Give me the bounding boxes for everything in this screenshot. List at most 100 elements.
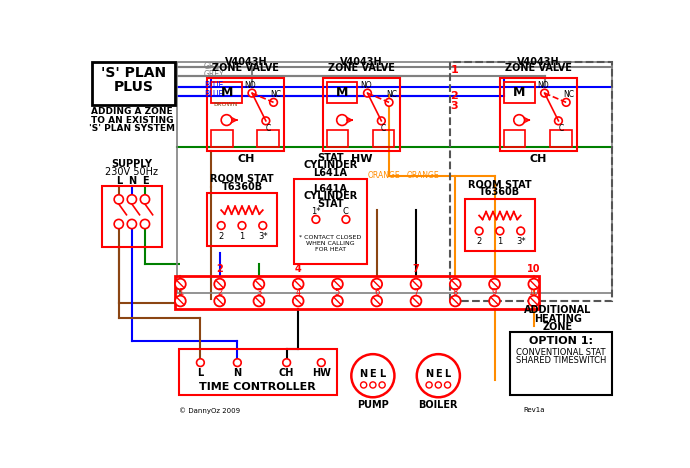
Text: L: L	[379, 369, 385, 379]
Circle shape	[175, 278, 186, 290]
Circle shape	[248, 89, 256, 97]
Text: E: E	[435, 369, 442, 379]
Text: HW: HW	[351, 154, 372, 164]
Text: 5: 5	[335, 288, 340, 297]
Text: L: L	[116, 176, 122, 186]
Text: T6360B: T6360B	[480, 188, 520, 197]
Text: N: N	[233, 368, 242, 379]
Bar	[373, 130, 395, 147]
Text: L: L	[444, 369, 451, 379]
Bar	[177, 62, 611, 293]
Circle shape	[253, 296, 264, 307]
Text: PLUS: PLUS	[113, 80, 153, 94]
Text: ORANGE: ORANGE	[406, 171, 440, 180]
Text: 4: 4	[295, 288, 301, 297]
Circle shape	[332, 278, 343, 290]
Bar	[326, 130, 348, 147]
Text: C: C	[381, 124, 386, 133]
Bar	[211, 130, 233, 147]
Bar	[500, 78, 577, 151]
Circle shape	[217, 222, 225, 229]
Circle shape	[337, 115, 348, 125]
Text: STAT: STAT	[317, 199, 344, 209]
Circle shape	[529, 278, 539, 290]
Text: 4: 4	[295, 264, 302, 274]
Circle shape	[233, 359, 242, 366]
Text: NO: NO	[245, 81, 256, 90]
Text: 10: 10	[529, 288, 539, 297]
Text: L641A: L641A	[313, 168, 348, 178]
Bar	[510, 332, 611, 395]
Text: CYLINDER: CYLINDER	[304, 161, 357, 170]
Text: TIME CONTROLLER: TIME CONTROLLER	[199, 382, 316, 392]
Circle shape	[496, 227, 504, 235]
Circle shape	[450, 296, 461, 307]
Circle shape	[114, 195, 124, 204]
Text: BOILER: BOILER	[419, 400, 458, 410]
Text: CH: CH	[279, 368, 295, 379]
Text: BLUE: BLUE	[204, 90, 223, 99]
Bar	[175, 276, 539, 309]
Text: 9: 9	[492, 288, 497, 297]
Text: 'S' PLAN: 'S' PLAN	[101, 66, 166, 80]
Text: NO: NO	[538, 81, 549, 90]
Text: M: M	[336, 86, 348, 99]
Text: 'S' PLAN SYSTEM: 'S' PLAN SYSTEM	[89, 124, 175, 133]
Circle shape	[361, 382, 366, 388]
Text: BROWN: BROWN	[213, 102, 238, 107]
Text: GREY: GREY	[203, 62, 224, 72]
Text: ADDING A ZONE: ADDING A ZONE	[91, 107, 172, 116]
Circle shape	[370, 382, 376, 388]
Text: SHARED TIMESWITCH: SHARED TIMESWITCH	[515, 356, 606, 365]
Text: L: L	[197, 368, 204, 379]
Circle shape	[426, 382, 432, 388]
Text: © DannyOz 2009: © DannyOz 2009	[179, 407, 240, 414]
Text: C: C	[266, 124, 270, 133]
Text: NO: NO	[360, 81, 372, 90]
Bar	[450, 62, 611, 301]
Bar	[465, 198, 535, 251]
Text: SUPPLY: SUPPLY	[111, 159, 152, 169]
Circle shape	[114, 219, 124, 229]
Circle shape	[262, 117, 270, 124]
Circle shape	[342, 216, 350, 223]
Text: E: E	[141, 176, 148, 186]
Circle shape	[475, 227, 483, 235]
Circle shape	[529, 296, 539, 307]
Text: 3*: 3*	[516, 237, 526, 246]
Text: FOR HEAT: FOR HEAT	[315, 247, 346, 252]
Bar	[323, 78, 400, 151]
Text: N: N	[359, 369, 368, 379]
Circle shape	[293, 278, 304, 290]
Text: C: C	[558, 124, 563, 133]
Text: 1: 1	[239, 232, 244, 241]
Circle shape	[514, 115, 524, 125]
Text: 3: 3	[451, 101, 458, 111]
Text: PUMP: PUMP	[357, 400, 388, 410]
Text: * CONTACT CLOSED: * CONTACT CLOSED	[299, 234, 362, 240]
Circle shape	[411, 296, 422, 307]
Text: V4043H: V4043H	[340, 57, 383, 67]
Circle shape	[450, 278, 461, 290]
Circle shape	[253, 278, 264, 290]
Bar	[257, 130, 279, 147]
Circle shape	[489, 296, 500, 307]
Text: ROOM STAT: ROOM STAT	[468, 180, 532, 190]
Circle shape	[197, 359, 204, 366]
Circle shape	[379, 382, 385, 388]
Text: 1*: 1*	[311, 207, 321, 216]
Bar	[207, 78, 284, 151]
Text: ZONE VALVE: ZONE VALVE	[213, 64, 279, 73]
Text: TO AN EXISTING: TO AN EXISTING	[90, 116, 173, 124]
Text: E: E	[370, 369, 376, 379]
Text: ORANGE: ORANGE	[368, 171, 401, 180]
Text: V4043H: V4043H	[517, 57, 560, 67]
Text: ADDITIONAL: ADDITIONAL	[524, 305, 591, 315]
Text: CH: CH	[237, 154, 255, 164]
Text: 1: 1	[178, 288, 183, 297]
Bar	[504, 81, 535, 103]
Circle shape	[364, 89, 371, 97]
Text: STAT: STAT	[317, 153, 344, 163]
Bar	[211, 81, 242, 103]
Bar	[179, 349, 337, 395]
